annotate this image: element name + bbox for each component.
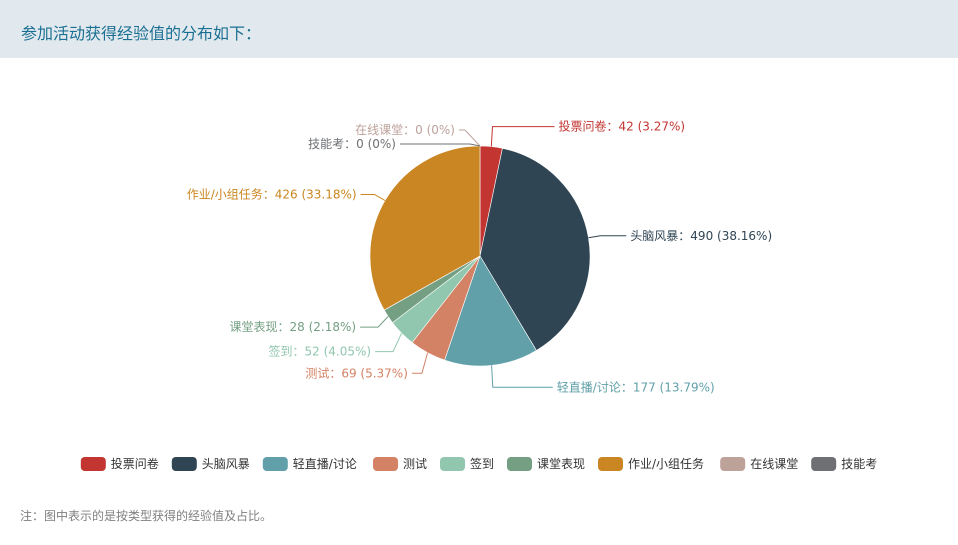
legend-label: 课堂表现 — [537, 457, 585, 471]
leader-line — [375, 332, 403, 353]
leader-line — [400, 143, 481, 147]
leader-line — [459, 129, 481, 147]
slice-label: 头脑风暴：490 (38.16%) — [630, 229, 772, 243]
legend-item[interactable]: 签到 — [440, 456, 494, 471]
slice-labels: 投票问卷：42 (3.27%) 头脑风暴：490 (38.16%) 轻直播/讨论：1… — [187, 119, 772, 395]
label-leader-lines — [360, 126, 627, 388]
slice-label: 在线课堂：0 (0%) — [355, 123, 455, 137]
pie-slice[interactable] — [369, 145, 481, 311]
legend-swatch — [811, 457, 837, 471]
pie-chart: 投票问卷：42 (3.27%) 头脑风暴：490 (38.16%) 轻直播/讨论：1… — [80, 119, 877, 471]
legend-swatch — [262, 457, 288, 471]
legend-item[interactable]: 在线课堂 — [720, 457, 798, 471]
legend-item[interactable]: 测试 — [373, 456, 427, 471]
leader-line — [360, 194, 386, 201]
leader-line — [588, 235, 627, 239]
legend-label: 投票问卷 — [111, 456, 159, 471]
page-title: 参加活动获得经验值的分布如下： — [21, 24, 262, 43]
footnote: 注：图中表示的是按类型获得的经验值及占比。 — [20, 509, 273, 523]
legend-label: 作业/小组任务 — [628, 456, 704, 471]
legend: 投票问卷 头脑风暴 轻直播/讨论 测试 签到 课堂表现 作业/小组任务 在线课堂 技能考 — [80, 456, 877, 471]
legend-label: 测试 — [403, 456, 427, 471]
leader-line — [411, 352, 429, 374]
pie-slices — [369, 145, 591, 367]
legend-swatch — [720, 457, 746, 471]
page-header: 参加活动获得经验值的分布如下： — [0, 0, 958, 58]
slice-label: 签到：52 (4.05%) — [269, 344, 372, 359]
legend-label: 轻直播/讨论 — [293, 457, 357, 471]
legend-swatch — [440, 457, 465, 471]
legend-label: 签到 — [470, 456, 494, 471]
slice-label: 测试：69 (5.37%) — [305, 365, 408, 380]
legend-swatch — [171, 457, 197, 471]
leader-line — [360, 316, 389, 328]
legend-swatch — [80, 457, 106, 471]
legend-item[interactable]: 轻直播/讨论 — [262, 457, 357, 471]
legend-item[interactable]: 投票问卷 — [80, 456, 159, 471]
pie-slice[interactable] — [479, 147, 591, 351]
slice-label: 技能考：0 (0%) — [308, 137, 396, 151]
legend-label: 技能考 — [841, 457, 877, 471]
legend-item[interactable]: 作业/小组任务 — [598, 456, 704, 471]
pie-slice[interactable] — [444, 255, 537, 367]
legend-item[interactable]: 技能考 — [811, 457, 877, 471]
legend-swatch — [373, 457, 398, 471]
leader-line — [490, 126, 555, 147]
slice-label: 课堂表现：28 (2.18%) — [230, 320, 357, 334]
legend-label: 头脑风暴 — [202, 457, 250, 471]
slice-label: 投票问卷：42 (3.27%) — [559, 119, 686, 134]
legend-item[interactable]: 课堂表现 — [507, 457, 585, 471]
legend-swatch — [507, 457, 532, 471]
legend-label: 在线课堂 — [750, 457, 798, 471]
slice-label: 轻直播/讨论：177 (13.79%) — [557, 380, 715, 394]
legend-swatch — [598, 457, 623, 471]
legend-item[interactable]: 头脑风暴 — [171, 457, 250, 471]
leader-line — [491, 365, 553, 388]
pie-chart-container: 投票问卷：42 (3.27%) 头脑风暴：490 (38.16%) 轻直播/讨论：1… — [0, 58, 958, 488]
slice-label: 作业/小组任务：426 (33.18%) — [187, 187, 357, 202]
